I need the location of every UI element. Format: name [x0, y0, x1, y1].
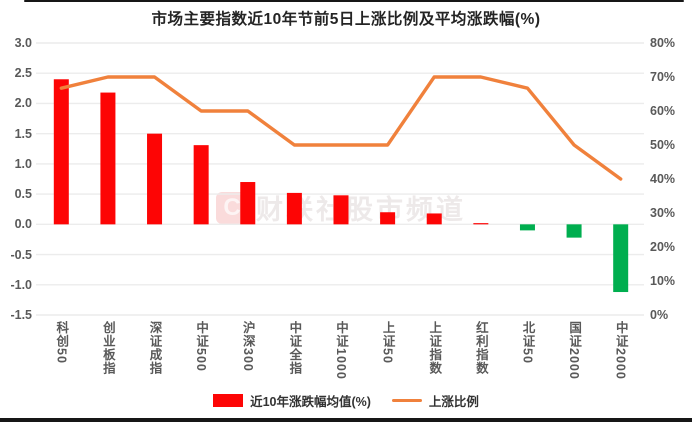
left-axis-tick: 0.5	[14, 187, 32, 202]
bar-红利指数	[473, 223, 489, 225]
right-axis-tick: 80%	[650, 36, 676, 50]
right-axis-tick: 60%	[650, 104, 676, 118]
right-axis-tick: 40%	[650, 172, 676, 186]
right-axis-tick: 0%	[650, 308, 669, 322]
x-axis-label-深证成指: 深证成指	[147, 321, 162, 375]
line-series-swatch-icon	[391, 398, 422, 403]
bar-中证全指	[286, 192, 302, 225]
pct-line-series	[59, 75, 623, 181]
top-border-line	[24, 0, 684, 2]
x-axis-label-国证2000: 国证2000	[567, 321, 582, 380]
bar-series-swatch-icon	[213, 394, 244, 407]
bar-上证50	[380, 212, 396, 225]
bottom-border-line	[0, 418, 692, 422]
bar-深证成指	[147, 133, 163, 225]
left-axis-tick: -1.5	[10, 308, 32, 322]
x-axis-label-中证全指: 中证全指	[287, 321, 302, 375]
bar-中证1000	[333, 195, 349, 225]
x-axis-label-上证指数: 上证指数	[427, 321, 442, 375]
right-axis-tick: 50%	[650, 138, 676, 152]
x-axis-label-北证50: 北证50	[520, 321, 535, 364]
x-axis-label-沪深300: 沪深300	[240, 321, 255, 372]
left-axis-tick: 1.0	[14, 156, 32, 171]
x-axis-label-科创50: 科创50	[54, 321, 69, 364]
bar-创业板指	[100, 92, 116, 225]
bar-沪深300	[240, 182, 256, 225]
left-axis-tick: 3.0	[14, 36, 32, 50]
x-axis-label-创业板指: 创业板指	[100, 321, 115, 375]
left-axis-tick: 1.5	[14, 126, 32, 141]
right-axis-tick: 30%	[650, 206, 676, 220]
right-axis-tick: 20%	[650, 240, 676, 254]
left-axis-tick: 2.5	[14, 66, 32, 81]
bar-series-legend-label: 近10年涨跌幅均值(%)	[250, 395, 371, 409]
bar-科创50	[53, 79, 69, 225]
left-axis-tick: 2.0	[14, 96, 32, 111]
bar-中证2000	[613, 224, 629, 293]
chart-title: 市场主要指数近10年节前5日上涨比例及平均涨跌幅(%)	[151, 11, 541, 28]
x-axis-label-中证1000: 中证1000	[334, 321, 348, 380]
x-axis-label-红利指数: 红利指数	[473, 321, 488, 375]
right-axis-tick: 10%	[650, 274, 676, 288]
x-axis-label-上证50: 上证50	[380, 321, 395, 364]
bar-国证2000	[566, 224, 582, 238]
line-series-legend-label: 上涨比例	[428, 395, 479, 409]
bar-上证指数	[426, 213, 442, 225]
x-axis-label-中证500: 中证500	[194, 321, 209, 372]
x-axis-label-中证2000: 中证2000	[613, 321, 628, 380]
left-axis-tick: -1.0	[10, 277, 32, 292]
bar-北证50	[519, 224, 535, 231]
right-axis-tick: 70%	[650, 70, 676, 84]
bar-中证500	[193, 145, 209, 225]
legend: 近10年涨跌幅均值(%) 上涨比例	[0, 391, 692, 410]
left-axis-tick: 0.0	[14, 217, 32, 232]
left-axis-tick: -0.5	[10, 247, 32, 262]
